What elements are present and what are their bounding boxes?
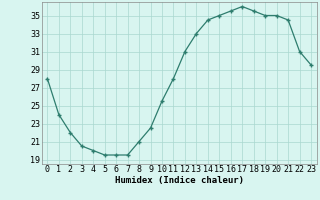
X-axis label: Humidex (Indice chaleur): Humidex (Indice chaleur) bbox=[115, 176, 244, 185]
